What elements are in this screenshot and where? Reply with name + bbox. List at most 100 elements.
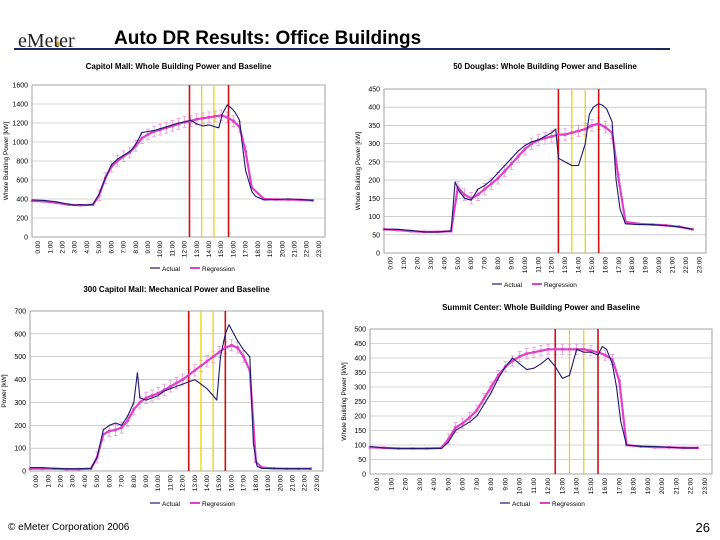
x-tick-label: 8:00 (131, 475, 138, 488)
x-tick-label: 9:00 (508, 257, 515, 270)
x-tick-label: 16:00 (230, 241, 237, 258)
legend-label: Regression (202, 266, 235, 273)
x-tick-label: 11:00 (535, 257, 542, 273)
x-tick-label: 20:00 (279, 241, 286, 258)
y-tick-label: 0 (362, 472, 366, 479)
x-tick-label: 17:00 (616, 257, 623, 274)
x-tick-label: 10:00 (157, 241, 164, 258)
series-point-regression (468, 416, 472, 419)
series-point-regression (187, 373, 191, 377)
series-point-regression (518, 355, 521, 358)
x-tick-label: 15:00 (588, 478, 595, 495)
series-point-regression (138, 401, 142, 404)
x-tick-label: 13:00 (559, 478, 566, 495)
series-line-actual (384, 103, 693, 233)
series-point-regression (503, 169, 507, 173)
series-point-regression (42, 200, 46, 203)
series-point-regression (496, 176, 500, 180)
x-tick-label: 18:00 (629, 257, 636, 274)
x-tick-label: 18:00 (253, 475, 260, 492)
x-tick-label: 13:00 (562, 257, 569, 274)
series-point-regression (461, 421, 464, 425)
x-tick-label: 22:00 (683, 257, 690, 274)
series-point-regression (101, 433, 105, 436)
series-point-regression (482, 397, 486, 400)
y-tick-label: 500 (354, 327, 366, 334)
series-point-regression (570, 131, 574, 135)
x-tick-label: 10:00 (517, 478, 524, 495)
series-point-regression (511, 359, 514, 363)
series-point-regression (164, 126, 168, 130)
series-point-regression (230, 343, 233, 347)
series-point-regression (30, 199, 34, 203)
x-tick-label: 15:00 (218, 241, 225, 258)
series-point-regression (447, 437, 450, 441)
y-tick-label: 100 (14, 446, 26, 453)
series-point-regression (546, 348, 550, 351)
x-tick-label: 2:00 (60, 241, 67, 254)
x-tick-label: 1:00 (45, 475, 52, 488)
x-tick-label: 19:00 (267, 241, 274, 258)
x-tick-label: 12:00 (182, 241, 189, 258)
page-title: Auto DR Results: Office Buildings (114, 28, 422, 49)
x-tick-label: 23:00 (314, 475, 321, 492)
x-tick-label: 5:00 (96, 241, 103, 254)
series-point-regression (476, 193, 480, 196)
y-tick-label: 450 (368, 87, 380, 94)
series-point-regression (108, 429, 111, 433)
series-point-regression (110, 165, 113, 168)
x-tick-label: 16:00 (602, 478, 609, 495)
y-tick-label: 0 (376, 251, 380, 258)
x-tick-label: 20:00 (656, 257, 663, 274)
plot-area (29, 310, 324, 472)
series-point-regression (516, 155, 520, 158)
x-tick-label: 12:00 (180, 475, 187, 492)
x-tick-label: 8:00 (488, 478, 495, 491)
series-point-regression (28, 467, 32, 471)
x-tick-label: 0:00 (33, 475, 40, 488)
series-line-actual (30, 324, 311, 470)
series-point-regression (132, 407, 136, 411)
series-point-regression (561, 348, 564, 351)
x-tick-label: 4:00 (82, 475, 89, 488)
chart-300-capitol-mall-mechanical: 300 Capitol Mall: Mechanical Power and B… (1, 285, 324, 508)
series-point-regression (603, 353, 607, 357)
series-point-regression (116, 159, 119, 163)
x-tick-label: 3:00 (70, 475, 77, 488)
x-tick-label: 7:00 (482, 257, 489, 270)
series-point-regression (539, 349, 543, 353)
series-point-regression (171, 124, 174, 128)
y-axis-label: Power [kW] (1, 374, 8, 407)
series-point-regression (577, 129, 580, 133)
x-tick-label: 22:00 (688, 478, 695, 495)
series-point-regression (195, 117, 199, 121)
series-point-regression (244, 150, 247, 153)
series-line-actual (31, 104, 313, 206)
series-point-regression (463, 193, 466, 196)
series-point-regression (201, 116, 205, 120)
series-point-regression (40, 467, 44, 471)
page-number: 26 (695, 520, 710, 535)
x-tick-label: 11:00 (169, 241, 176, 257)
emeter-logo: ✶ (16, 22, 108, 52)
series-point-regression (530, 142, 533, 145)
y-tick-label: 400 (354, 356, 366, 363)
series-point-regression (134, 144, 138, 148)
series-point-regression (169, 385, 172, 388)
x-tick-label: 20:00 (277, 475, 284, 492)
x-tick-label: 2:00 (403, 478, 410, 491)
x-tick-label: 4:00 (441, 257, 448, 270)
series-point-regression (199, 364, 203, 368)
x-tick-label: 6:00 (468, 257, 475, 270)
y-tick-label: 800 (16, 159, 28, 166)
sun-icon: ✶ (52, 36, 64, 52)
y-tick-label: 0 (24, 235, 28, 242)
y-tick-label: 450 (354, 341, 366, 348)
x-tick-label: 23:00 (696, 257, 703, 274)
series-point-regression (126, 419, 129, 423)
legend-label: Actual (162, 266, 181, 273)
x-tick-label: 14:00 (206, 241, 213, 258)
series-point-regression (589, 349, 593, 353)
y-tick-label: 350 (368, 123, 380, 130)
y-tick-label: 300 (14, 400, 26, 407)
